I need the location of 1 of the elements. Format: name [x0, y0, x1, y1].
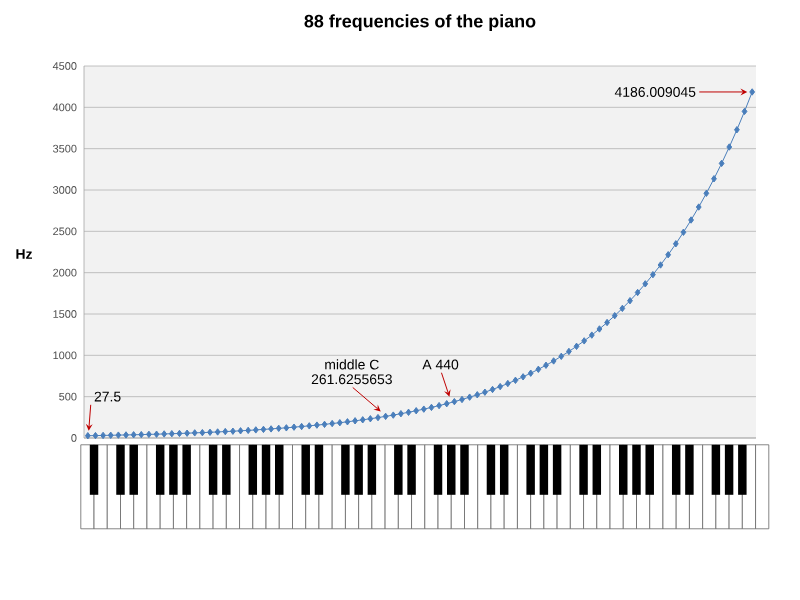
chart-title: 88 frequencies of the piano — [304, 14, 536, 31]
